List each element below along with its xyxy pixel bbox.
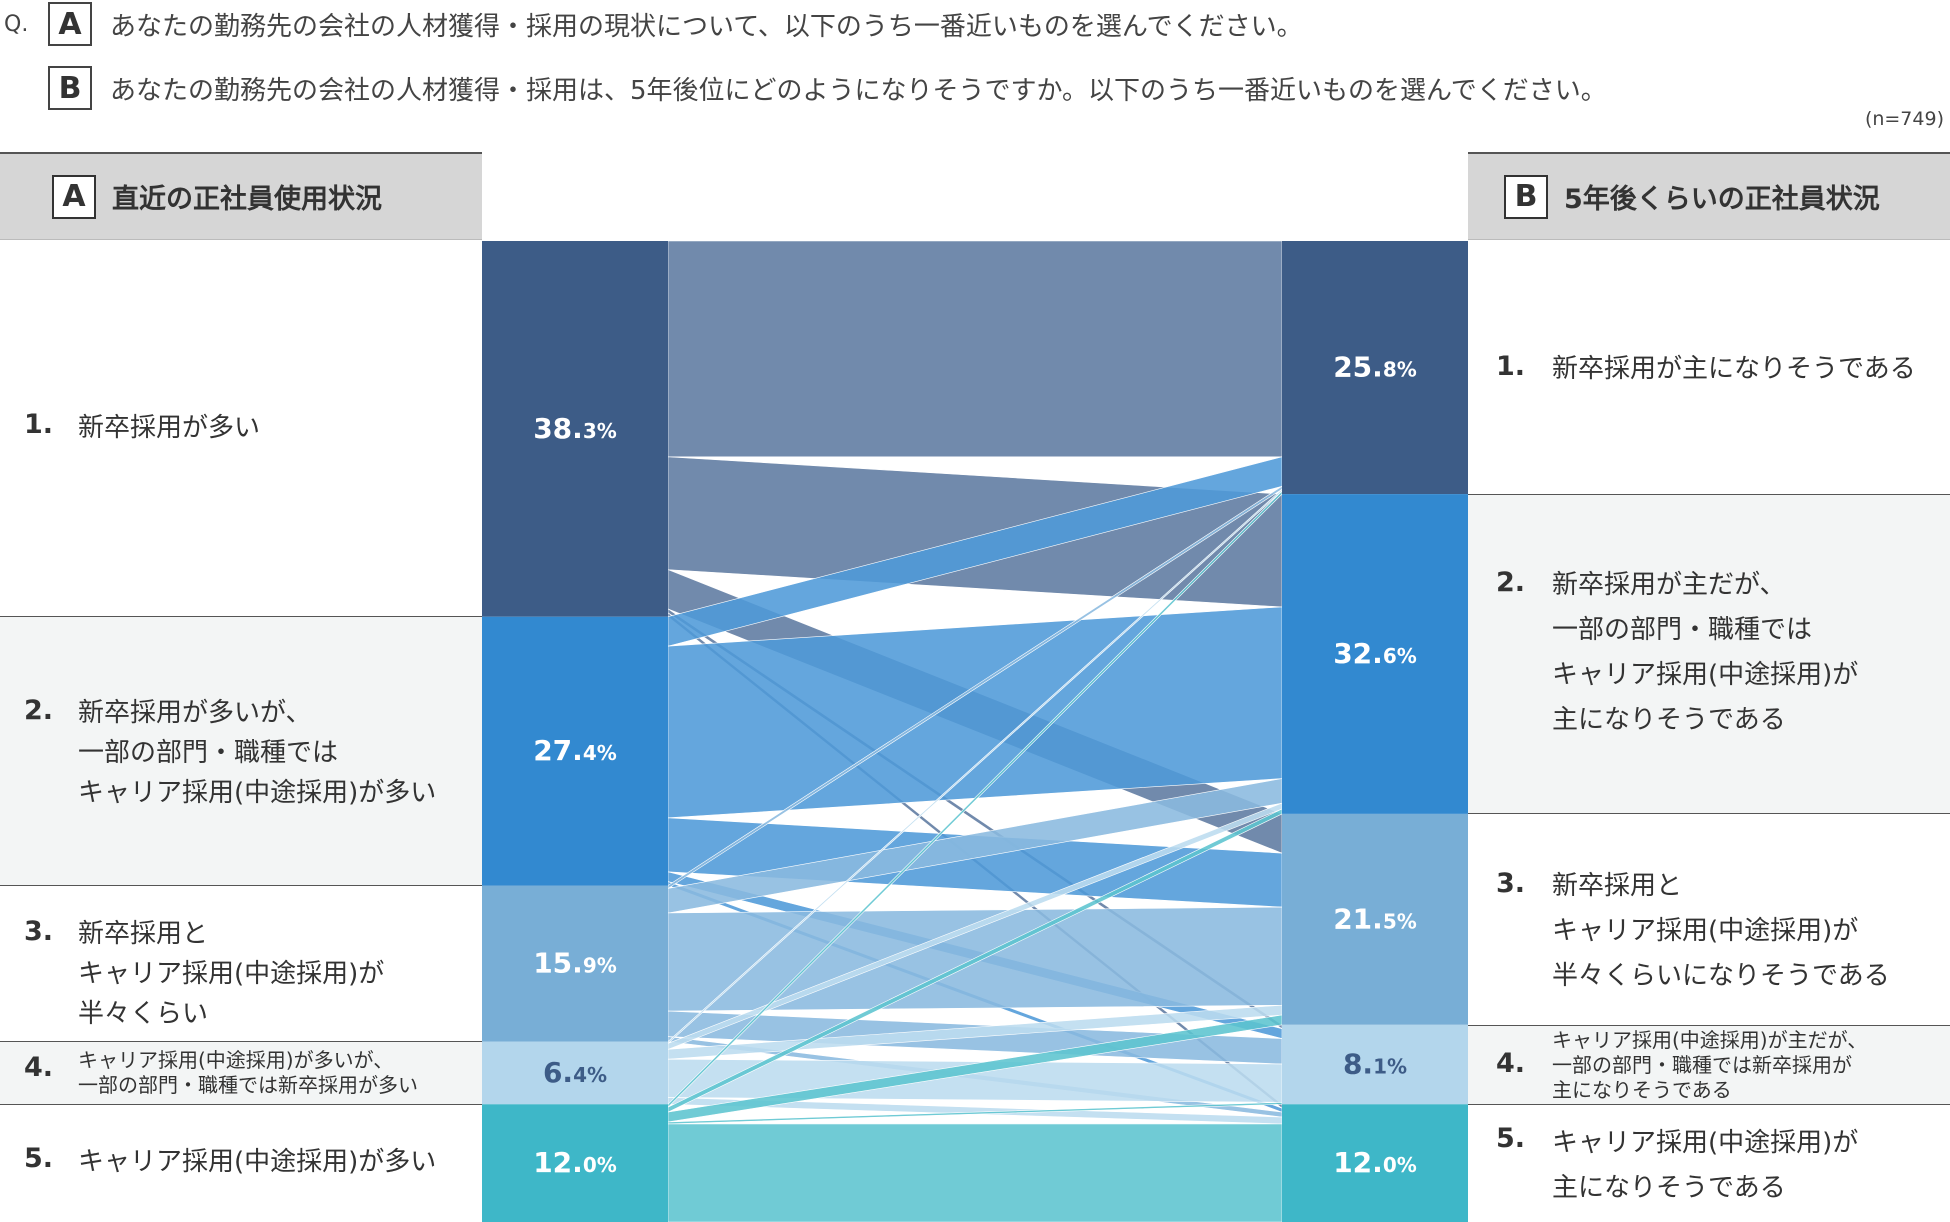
- right-value-label-5: 12.0%: [1333, 1146, 1417, 1179]
- right-row-label: キャリア採用(中途採用)が主だが、 一部の部門・職種では新卒採用が 主になりそう…: [1552, 1028, 1868, 1102]
- right-bar-5: [1282, 1104, 1468, 1222]
- right-row-1: 1. 新卒採用が主になりそうである: [1468, 241, 1950, 495]
- left-row-number: 1.: [24, 409, 54, 440]
- left-row-label: 新卒採用が多い: [78, 413, 261, 443]
- left-row-number: 3.: [24, 916, 54, 947]
- left-value-label-4: 6.4%: [543, 1056, 607, 1089]
- left-row-number: 4.: [24, 1052, 54, 1083]
- right-value-label-2: 32.6%: [1333, 637, 1417, 670]
- left-bar-1: [482, 241, 668, 617]
- right-row-label: 新卒採用と キャリア採用(中途採用)が 半々くらいになりそうである: [1552, 871, 1890, 991]
- left-bar-4: [482, 1041, 668, 1105]
- left-value-label-3: 15.9%: [533, 947, 617, 980]
- right-value-label-1: 25.8%: [1333, 351, 1417, 384]
- right-row-number: 2.: [1496, 567, 1526, 598]
- left-header-box: A: [52, 174, 96, 219]
- right-bar-2: [1282, 494, 1468, 814]
- sample-size: (n=749): [1864, 108, 1944, 130]
- question-a-text: あなたの勤務先の会社の人材獲得・採用の現状について、以下のうち一番近いものを選ん…: [110, 12, 1303, 42]
- left-row-number: 2.: [24, 695, 54, 726]
- left-row-label: 新卒採用が多いが、 一部の部門・職種では キャリア採用(中途採用)が多い: [78, 698, 437, 808]
- left-row-label: キャリア採用(中途採用)が多い: [78, 1147, 437, 1177]
- left-row-3: 3. 新卒採用と キャリア採用(中途採用)が 半々くらい: [0, 886, 482, 1042]
- right-row-5: 5. キャリア採用(中途採用)が 主になりそうである: [1468, 1105, 1950, 1222]
- left-row-4: 4. キャリア採用(中途採用)が多いが、 一部の部門・職種では新卒採用が多い: [0, 1042, 482, 1105]
- question-b-text: あなたの勤務先の会社の人材獲得・採用は、5年後位にどのようになりそうですか。以下…: [110, 76, 1607, 106]
- question-b-box: B: [48, 66, 92, 110]
- right-header-box: B: [1504, 174, 1548, 219]
- right-value-label-4: 8.1%: [1343, 1048, 1407, 1081]
- left-header: A 直近の正社員使用状況: [0, 152, 482, 240]
- flow-1-to-1: [667, 240, 1283, 458]
- left-bar-5: [482, 1104, 668, 1222]
- right-bar-4: [1282, 1024, 1468, 1105]
- left-row-2: 2. 新卒採用が多いが、 一部の部門・職種では キャリア採用(中途採用)が多い: [0, 617, 482, 886]
- left-row-5: 5. キャリア採用(中途採用)が多い: [0, 1105, 482, 1222]
- flow-5-to-5: [667, 1123, 1283, 1222]
- right-header-title: 5年後くらいの正社員状況: [1564, 184, 1880, 215]
- left-row-1: 1. 新卒採用が多い: [0, 241, 482, 617]
- right-row-2: 2. 新卒採用が主だが、 一部の部門・職種では キャリア採用(中途採用)が 主に…: [1468, 495, 1950, 814]
- left-value-label-2: 27.4%: [533, 734, 617, 767]
- left-value-label-1: 38.3%: [533, 412, 617, 445]
- right-bar-1: [1282, 241, 1468, 495]
- left-row-label: キャリア採用(中途採用)が多いが、 一部の部門・職種では新卒採用が多い: [78, 1048, 418, 1097]
- right-header: B 5年後くらいの正社員状況: [1468, 152, 1950, 240]
- right-row-number: 3.: [1496, 868, 1526, 899]
- question-a-box: A: [48, 2, 92, 46]
- left-value-label-5: 12.0%: [533, 1146, 617, 1179]
- right-row-number: 4.: [1496, 1048, 1526, 1079]
- right-row-4: 4. キャリア採用(中途採用)が主だが、 一部の部門・職種では新卒採用が 主にな…: [1468, 1026, 1950, 1105]
- right-bar-3: [1282, 813, 1468, 1025]
- right-row-label: キャリア採用(中途採用)が 主になりそうである: [1552, 1128, 1859, 1203]
- question-prefix: Q.: [4, 12, 29, 37]
- right-row-number: 5.: [1496, 1123, 1526, 1154]
- left-row-label: 新卒採用と キャリア採用(中途採用)が 半々くらい: [78, 919, 385, 1029]
- left-header-title: 直近の正社員使用状況: [112, 184, 382, 215]
- right-row-3: 3. 新卒採用と キャリア採用(中途採用)が 半々くらいになりそうである: [1468, 814, 1950, 1026]
- left-row-number: 5.: [24, 1143, 54, 1174]
- left-bar-3: [482, 885, 668, 1042]
- right-row-number: 1.: [1496, 351, 1526, 382]
- right-value-label-3: 21.5%: [1333, 902, 1417, 935]
- right-row-label: 新卒採用が主だが、 一部の部門・職種では キャリア採用(中途採用)が 主になりそ…: [1552, 570, 1859, 735]
- right-row-label: 新卒採用が主になりそうである: [1552, 354, 1916, 384]
- left-bar-2: [482, 616, 668, 886]
